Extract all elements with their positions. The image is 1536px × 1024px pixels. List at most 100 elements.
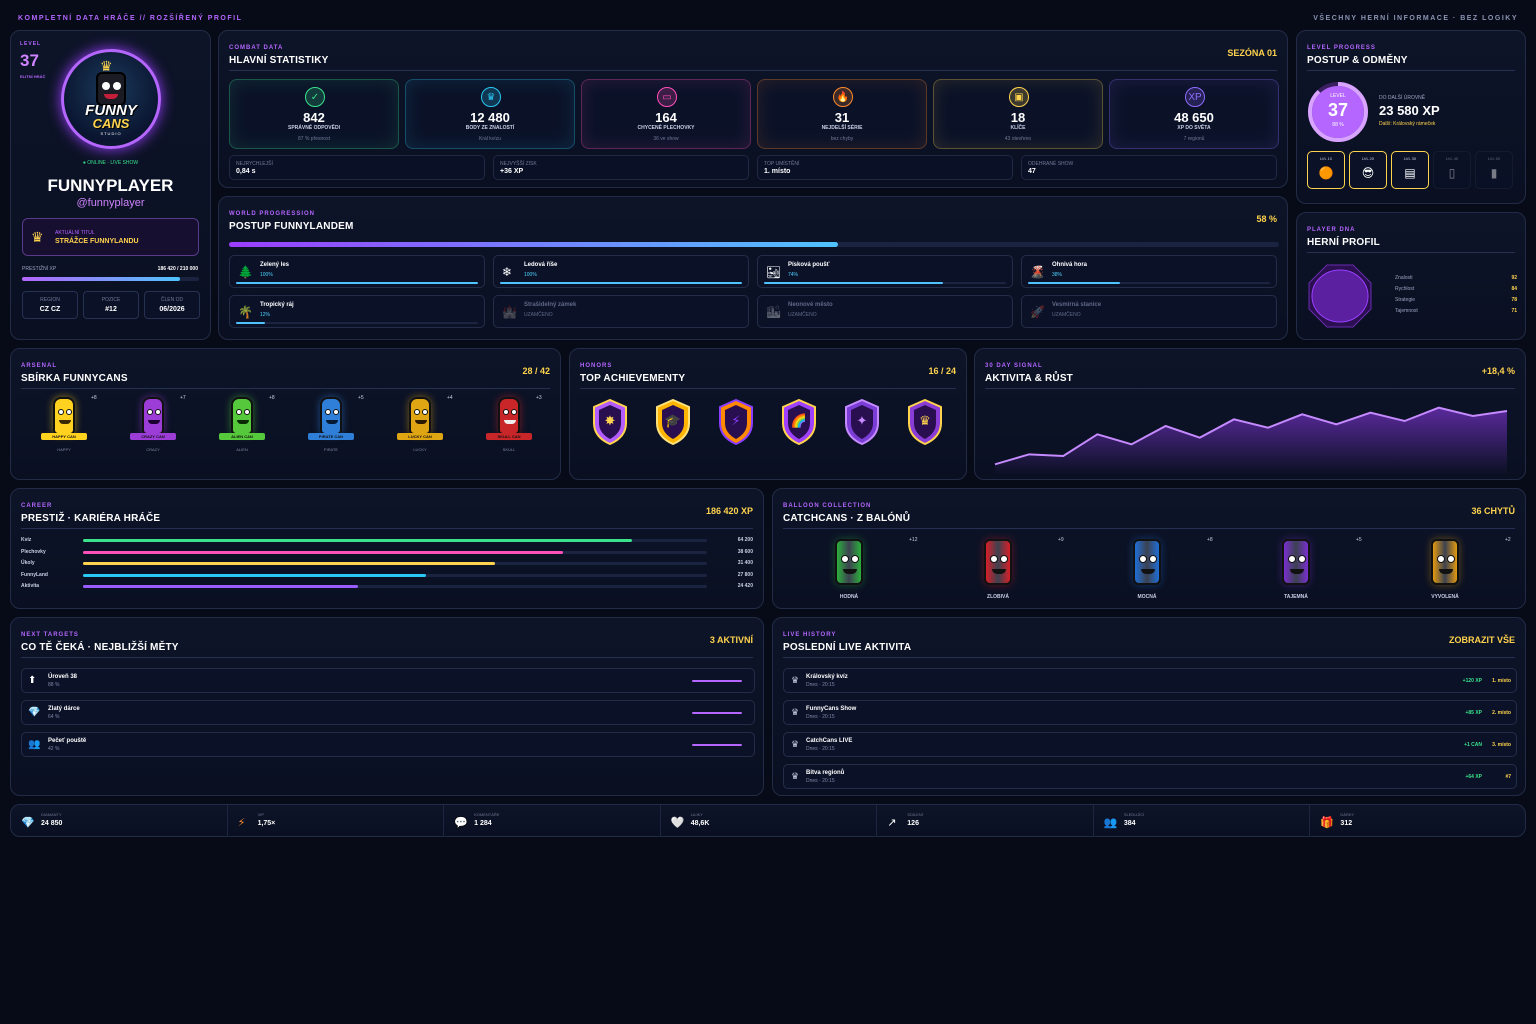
achievement-badge[interactable]: ♛	[907, 398, 943, 446]
world-region-card: 🏙 Neonové město UZAMČENO	[757, 295, 1013, 328]
collection-can[interactable]: HAPPY CAN HAPPY +8	[41, 395, 101, 467]
world-region-card[interactable]: 🌋 Ohnivá hora 38%	[1021, 255, 1277, 288]
dna-kicker: PLAYER DNA	[1307, 227, 1356, 233]
bottom-stat-label: LAJKY	[690, 812, 703, 817]
mini-value: 0,84 s	[236, 168, 256, 175]
stat-label: XP DO SVĚTA	[1177, 125, 1211, 131]
show-all-link[interactable]: ZOBRAZIT VŠE	[1448, 635, 1515, 645]
can-mouth	[59, 420, 71, 424]
bottom-stat-icon: 🎁	[1320, 817, 1335, 829]
bottom-stats-bar: 💎 DIAMANTY 24 850 ⚡ VIP 1,75× 💬 KOMENTÁŘE 1 284 🤍…	[10, 804, 1526, 837]
region-icon: 🏙	[766, 305, 782, 319]
reward-icon: ▮	[1490, 166, 1498, 180]
region-progress-bar	[236, 282, 478, 284]
world-region-card[interactable]: ❄ Ledová říše 100%	[493, 255, 749, 288]
balloon-can[interactable]: HODNÁ +12	[807, 537, 917, 603]
world-region-card[interactable]: 🏜 Písková poušť 74%	[757, 255, 1013, 288]
stat-label: KLÍČE	[1010, 125, 1026, 131]
region-name: Zelený les	[260, 262, 290, 268]
reward-icon: 😎	[1361, 166, 1375, 180]
dna-row-label: Strategie	[1395, 297, 1416, 303]
balloon-panel: BALLOON COLLECTION CATCHCANS · Z BALÓNŮ …	[772, 488, 1526, 609]
reward-slot[interactable]: LVL 50 ▮	[1475, 151, 1513, 189]
badge-glyph-icon: ⚡	[731, 413, 741, 428]
can-name: TAJEMNÁ	[1284, 594, 1308, 600]
region-icon: 🏜	[766, 265, 782, 279]
history-xp: +64 XP	[1465, 774, 1482, 780]
history-name: FunnyCans Show	[806, 706, 857, 712]
region-icon: ❄	[502, 265, 513, 279]
region-name: Tropický ráj	[260, 302, 294, 308]
mini-value: 47	[1028, 168, 1036, 175]
bottom-stat: ↗ SDÍLENÍ 126	[877, 805, 1094, 837]
collection-can[interactable]: PIRATE CAN PIRATE +5	[308, 395, 368, 467]
achievement-badge[interactable]: ✦	[844, 398, 880, 446]
history-item[interactable]: ♛ FunnyCans Show Dnes · 20:15 +85 XP 2. míst…	[783, 700, 1517, 725]
collection-can[interactable]: LUCKY CAN LUCKY +4	[397, 395, 457, 467]
balloon-can[interactable]: MOCNÁ +8	[1105, 537, 1215, 603]
can-tag: PIRATE CAN	[308, 433, 354, 440]
stat-sub: 87 % přesnost	[298, 136, 330, 142]
history-item[interactable]: ♛ Bitva regionů Dnes · 20:15 +64 XP #7	[783, 764, 1517, 789]
target-progress-bar	[692, 712, 742, 714]
reward-slot[interactable]: LVL 40 ▯	[1433, 151, 1471, 189]
stat-card: ♛ 12 480 BODY ZE ZNALOSTÍ Král kvízu	[405, 79, 575, 149]
bottom-stat-icon: ⚡	[237, 817, 246, 829]
target-item[interactable]: ⬆ Úroveň 38 88 %	[21, 668, 755, 693]
arsenal-count: 28 / 42	[522, 366, 550, 376]
can-eye	[422, 409, 428, 415]
honors-title: TOP ACHIEVEMENTY	[580, 373, 686, 384]
career-row-value: 31 400	[737, 560, 753, 566]
collection-can[interactable]: CRAZY CAN CRAZY +7	[130, 395, 190, 467]
target-item[interactable]: 💎 Zlatý dárce 64 %	[21, 700, 755, 725]
stat-card: ▣ 18 KLÍČE 43 otevřeno	[933, 79, 1103, 149]
badge-glyph-icon: 🎓	[664, 413, 682, 428]
achievement-badge[interactable]: 🎓	[655, 398, 691, 446]
achievement-badge[interactable]: ⚡	[718, 398, 754, 446]
can-mouth	[237, 420, 249, 424]
history-rank: 2. místo	[1492, 710, 1511, 716]
bottom-stat-value: 384	[1123, 820, 1136, 827]
career-bar-fill	[83, 539, 633, 542]
stat-card: 🔥 31 NEJDELŠÍ SÉRIE bez chyby	[757, 79, 927, 149]
world-region-card[interactable]: 🌴 Tropický ráj 12%	[229, 295, 485, 328]
region-progress-fill	[764, 282, 944, 284]
region-pct: UZAMČENO	[788, 312, 817, 318]
ring-level: 37	[1327, 100, 1349, 120]
region-progress-fill	[236, 322, 266, 324]
history-item[interactable]: ♛ CatchCans LIVE Dnes · 20:15 +1 CAN 3. míst…	[783, 732, 1517, 757]
signal-kicker: 30 DAY SIGNAL	[985, 363, 1043, 369]
can-tag: ALIEN CAN	[219, 433, 265, 440]
profile-info-cell: REGION CZ CZ	[22, 291, 78, 319]
achievement-badge[interactable]: 🌈	[781, 398, 817, 446]
stat-number: 164	[655, 110, 677, 125]
balloon-can[interactable]: TAJEMNÁ +5	[1254, 537, 1364, 603]
honors-panel: HONORS TOP ACHIEVEMENTY 16 / 24 ✸ 🎓 ⚡ 🌈 ✦ ♛	[569, 348, 967, 480]
reward-slot[interactable]: LVL 10 🟠	[1307, 151, 1345, 189]
history-item[interactable]: ♛ Královský kvíz Dnes · 20:15 +120 XP 1. mís…	[783, 668, 1517, 693]
career-total: 186 420 XP	[705, 506, 753, 516]
can-count-badge: +4	[447, 395, 453, 401]
level-number: 37	[20, 51, 39, 70]
player-handle: @funnyplayer	[76, 197, 145, 209]
balloon-title: CATCHCANS · Z BALÓNŮ	[783, 513, 911, 524]
bottom-stat: 💎 DIAMANTY 24 850	[11, 805, 228, 837]
collection-can[interactable]: ALIEN CAN ALIEN +8	[219, 395, 279, 467]
logo-text-top: FUNNY	[85, 102, 137, 119]
target-item[interactable]: 👥 Pečeť pouště 42 %	[21, 732, 755, 757]
reward-slot[interactable]: LVL 30 ▤	[1391, 151, 1429, 189]
can-body-icon	[498, 397, 520, 435]
balloon-can[interactable]: VYVOLENÁ +2	[1403, 537, 1513, 603]
reward-slot[interactable]: LVL 20 😎	[1349, 151, 1387, 189]
balloon-can[interactable]: ZLOBIVÁ +9	[956, 537, 1066, 603]
history-time: Dnes · 20:15	[806, 778, 835, 784]
bottom-stat-icon: 🤍	[670, 817, 685, 829]
collection-can[interactable]: SKULL CAN SKULL +3	[486, 395, 546, 467]
honors-count: 16 / 24	[928, 366, 956, 376]
avatar: ♛ FUNNY CANS STUDIO	[61, 49, 161, 149]
cell-label: REGION	[40, 297, 60, 303]
can-eye	[841, 555, 849, 563]
can-mouth	[1439, 569, 1453, 574]
achievement-badge[interactable]: ✸	[592, 398, 628, 446]
world-region-card[interactable]: 🌲 Zelený les 100%	[229, 255, 485, 288]
